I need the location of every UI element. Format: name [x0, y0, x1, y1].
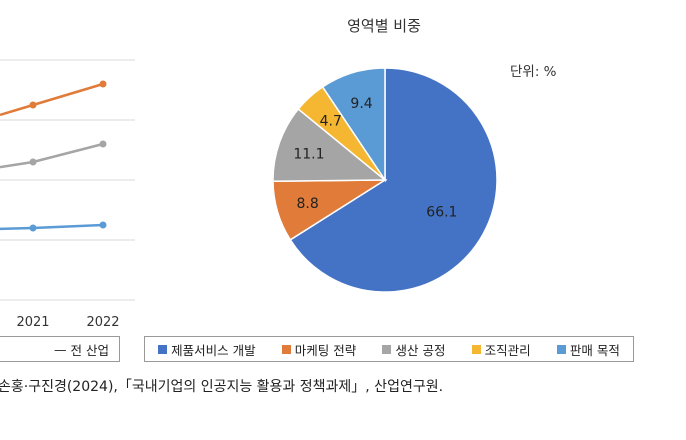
legend-label: 조직관리 [484, 342, 531, 358]
pie-data-label: 8.8 [297, 196, 319, 212]
pie-slice-5 [321, 67, 386, 183]
legend-item: 마케팅 전략 [281, 340, 357, 359]
pie-chart-legend: 제품서비스 개발 마케팅 전략 생산 공정 조직관리 판매 목적 [144, 336, 634, 362]
pie-chart-title: 영역별 비중 [347, 17, 421, 35]
pie-data-label: 66.1 [426, 204, 457, 220]
legend-swatch [556, 344, 566, 354]
legend-swatch [382, 344, 392, 354]
line-point-3-2 [99, 221, 107, 229]
pie-data-labels: 66.1 8.8 11.1 4.7 9.4 [293, 96, 457, 221]
line-chart-legend: — 전 산업 [0, 336, 120, 362]
line-series-2 [0, 142, 104, 169]
line-point-3-1 [29, 224, 37, 232]
legend-label: 생산 공정 [395, 342, 446, 358]
legend-label: 제품서비스 개발 [171, 342, 256, 358]
legend-swatch [158, 344, 168, 354]
line-series-3 [0, 223, 104, 231]
line-series-1 [0, 82, 104, 117]
legend-line-marker: — [54, 341, 67, 357]
line-point-1-1 [29, 101, 37, 109]
x-tick-label: 2021 [16, 315, 49, 330]
pie-slice-1 [289, 67, 498, 293]
pie-chart: 영역별 비중 단위: % 66.1 8.8 11.1 4.7 9.4 [272, 17, 557, 293]
legend-label: 판매 목적 [569, 342, 620, 358]
pie-slice-3 [272, 108, 388, 182]
legend-swatch [281, 344, 291, 354]
line-chart-gridlines [0, 59, 135, 301]
pie-data-label: 9.4 [350, 96, 372, 112]
legend-item: 조직관리 [471, 340, 531, 359]
legend-item: 제품서비스 개발 [158, 340, 256, 359]
legend-label-all-industry: 전 산업 [70, 342, 109, 358]
pie-data-label: 11.1 [293, 146, 324, 162]
legend-label: 마케팅 전략 [294, 342, 357, 358]
line-chart-x-ticks: 2021 2022 [16, 315, 119, 330]
legend-item: 생산 공정 [382, 340, 445, 359]
line-chart-series [0, 80, 107, 232]
source-citation: 손홍·구진경(2024),「국내기업의 인공지능 활용과 정책과제」, 산업연구… [0, 379, 444, 395]
unit-note: 단위: % [510, 64, 557, 80]
line-point-2-2 [99, 140, 107, 148]
line-chart: 2021 2022 [0, 59, 135, 330]
x-tick-label: 2022 [86, 315, 119, 330]
pie-data-label: 4.7 [320, 113, 342, 129]
legend-item: 판매 목적 [556, 340, 620, 359]
line-point-1-2 [99, 80, 107, 88]
line-point-2-1 [29, 158, 37, 166]
pie-slices [272, 67, 498, 293]
legend-swatch [471, 344, 481, 354]
